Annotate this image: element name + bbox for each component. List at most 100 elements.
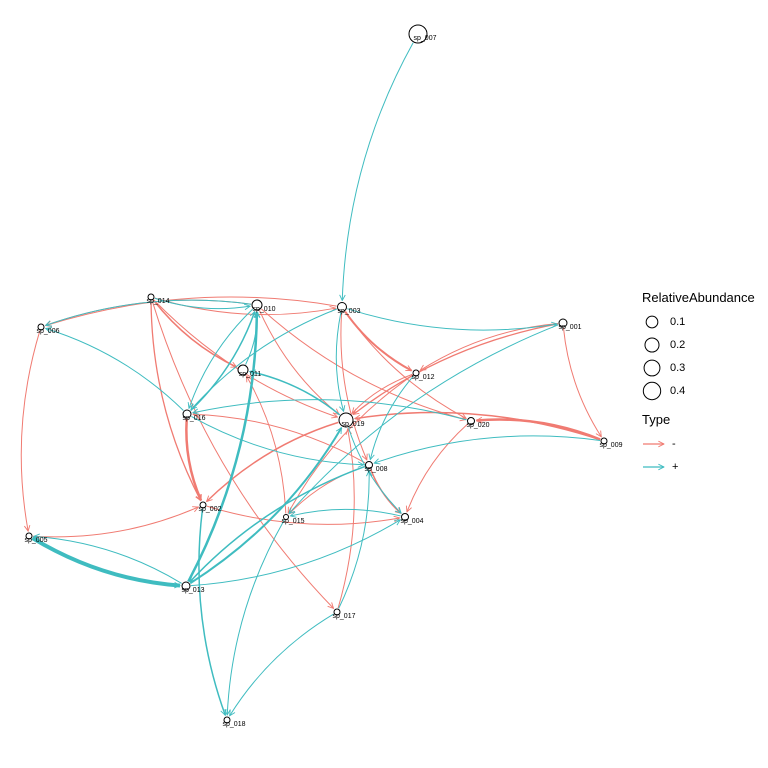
edge [261, 308, 465, 420]
legend-size-key [645, 315, 659, 329]
legend-label: 0.2 [670, 339, 685, 351]
legend-label: 0.1 [670, 316, 685, 328]
node-label: sp_006 [37, 328, 60, 335]
edge [46, 328, 184, 411]
node-label: sp_012 [412, 374, 435, 381]
node-label: sp_018 [223, 721, 246, 728]
node [199, 501, 207, 509]
edge [335, 312, 343, 411]
legend-label: + [672, 461, 678, 473]
edge [353, 323, 559, 415]
edge [420, 322, 559, 370]
node [401, 513, 409, 521]
node [283, 514, 289, 520]
edge [250, 372, 341, 416]
edge [190, 465, 366, 582]
edge [154, 297, 250, 308]
edge [190, 312, 255, 412]
edge [198, 508, 225, 715]
edge [32, 507, 198, 538]
edge [289, 324, 559, 514]
node [223, 716, 231, 724]
edge [288, 374, 413, 513]
node [251, 299, 263, 311]
node [25, 532, 33, 540]
edge [374, 435, 601, 463]
edge [189, 308, 254, 408]
node-label: sp_020 [467, 422, 490, 429]
node-label: sp_009 [600, 442, 623, 449]
node [600, 437, 608, 445]
node-label: sp_016 [183, 415, 206, 422]
edge [187, 312, 257, 583]
node-label: sp_019 [342, 421, 365, 428]
edge [230, 613, 334, 716]
edge [34, 536, 182, 584]
node [181, 581, 191, 591]
edge [46, 299, 252, 325]
legend: RelativeAbundance Type 0.1 0.2 0.3 0.4 - + [642, 290, 755, 473]
legend-size-key [644, 337, 660, 353]
node [558, 318, 568, 328]
legend-label: 0.3 [670, 362, 685, 374]
node [182, 409, 192, 419]
edge [185, 418, 203, 500]
edge [190, 520, 400, 587]
edge [20, 330, 41, 531]
node-label: sp_007 [414, 35, 437, 42]
edge [476, 420, 601, 441]
edge [562, 327, 601, 437]
node-label: sp_001 [559, 324, 582, 331]
edge [207, 421, 339, 501]
nodes: sp_007 sp_014 sp_010 sp_003 sp_001 sp_006 sp_0… [25, 24, 623, 728]
node [333, 608, 341, 616]
node-label: sp_014 [147, 298, 170, 305]
legend-size-key [643, 359, 661, 377]
node [467, 417, 475, 425]
edge [191, 308, 338, 410]
node-label: sp_002 [199, 506, 222, 513]
node-label: sp_011 [239, 371, 262, 378]
node [338, 412, 354, 428]
edge [344, 311, 466, 419]
edge [352, 373, 413, 413]
edge [31, 536, 180, 585]
edge [191, 415, 363, 464]
legend-label: 0.4 [670, 385, 685, 397]
node-label: sp_004 [401, 518, 424, 525]
legend-label: - [672, 438, 676, 450]
node [147, 293, 155, 301]
edge [193, 414, 366, 464]
edge [46, 296, 337, 326]
node-label: sp_010 [253, 306, 276, 313]
edge [337, 429, 355, 609]
edge [347, 308, 557, 331]
node [365, 461, 373, 469]
edges [20, 42, 601, 716]
edge [246, 376, 287, 514]
legend-size-key [642, 381, 662, 401]
edge [227, 519, 285, 715]
edge [355, 411, 601, 441]
node-label: sp_003 [338, 308, 361, 315]
node-label: sp_013 [182, 587, 205, 594]
node [237, 364, 249, 376]
legend-title: RelativeAbundance [642, 290, 755, 305]
edge [150, 300, 202, 501]
edge [342, 42, 414, 301]
node [37, 323, 45, 331]
edge [151, 300, 333, 609]
node [337, 302, 347, 312]
edge [245, 312, 258, 365]
node [408, 24, 428, 44]
node-label: sp_008 [365, 466, 388, 473]
node [412, 369, 420, 377]
node-label: sp_005 [25, 537, 48, 544]
legend-title: Type [642, 412, 670, 427]
edge [407, 423, 468, 512]
edge [193, 399, 467, 421]
edge [152, 299, 236, 368]
edge [347, 427, 401, 513]
edge [206, 505, 400, 525]
